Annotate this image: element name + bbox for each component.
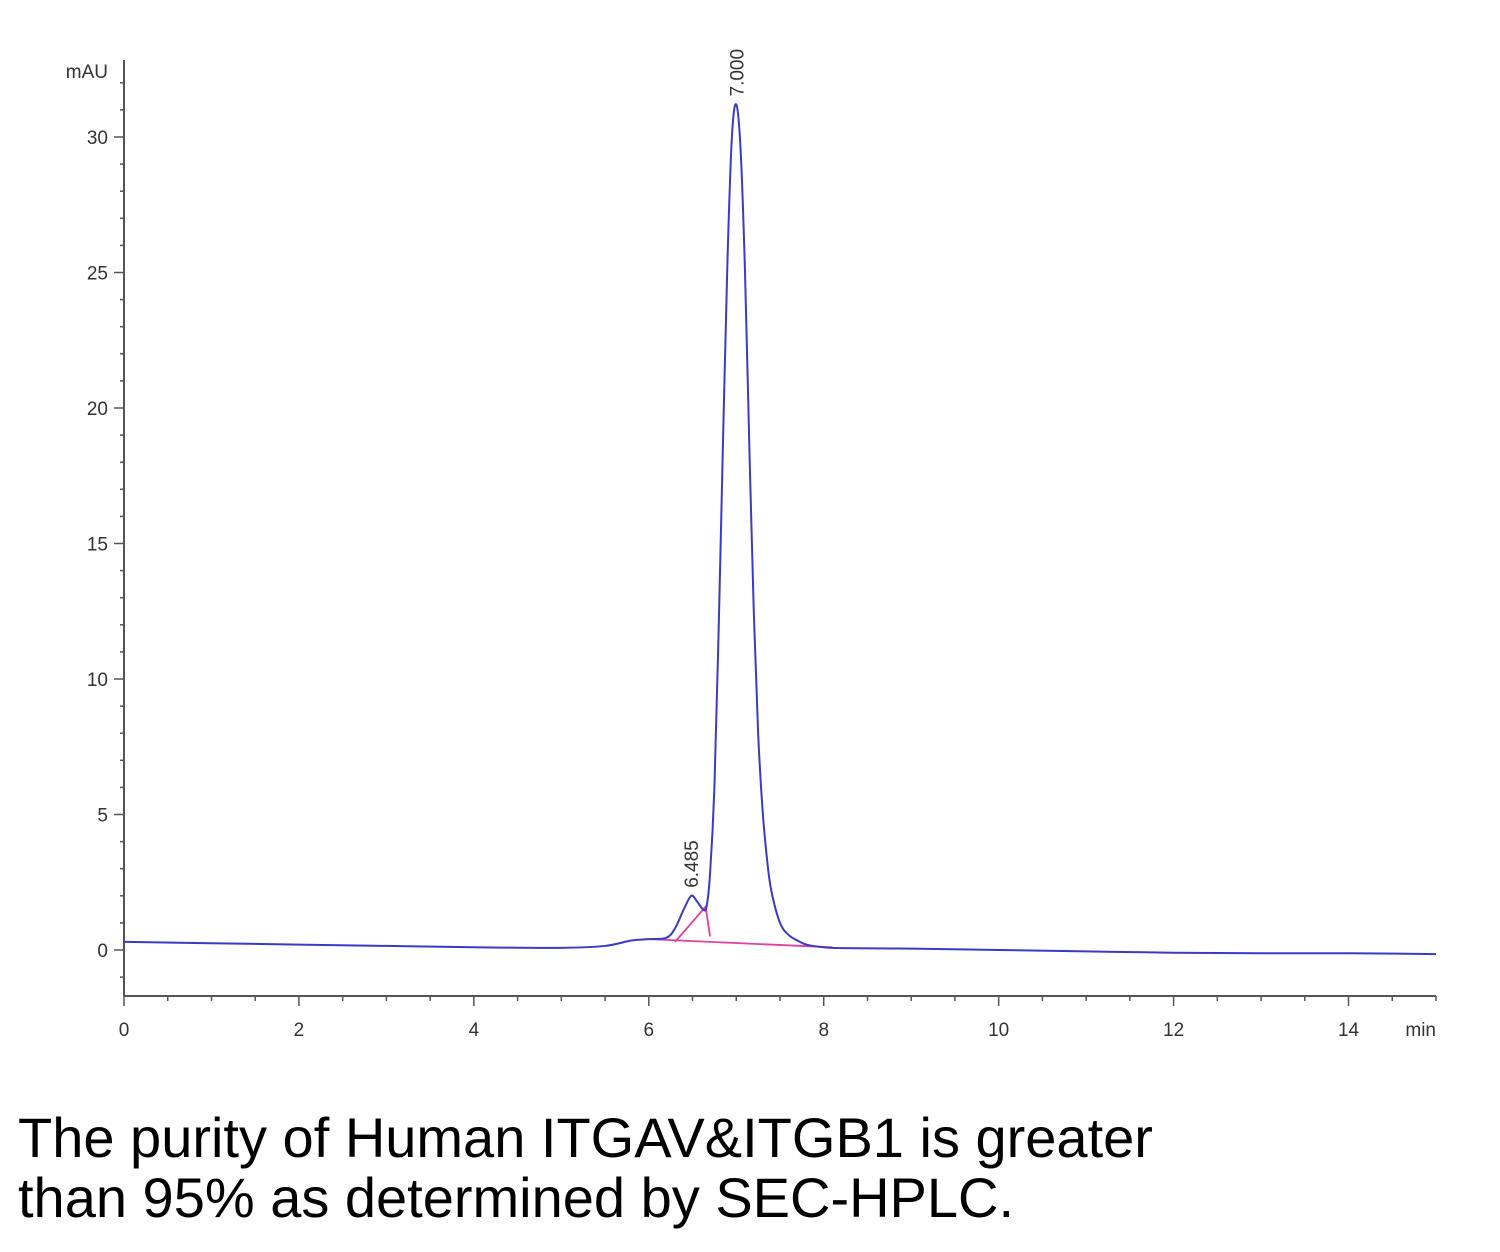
chromatogram-chart: 0 5 10 15 20 25 30 0 2 4 6 8 10 12 14 mAU min 6.485 7.000	[66, 49, 1437, 1041]
x-tick-label: 0	[119, 1020, 130, 1041]
chromatogram-trace	[123, 103, 1437, 956]
axes	[123, 60, 1436, 997]
baseline-segment	[674, 904, 711, 943]
y-tick-label: 5	[97, 806, 108, 827]
peak-annotations: 6.485 7.000	[682, 49, 748, 888]
x-tick-label: 4	[469, 1020, 480, 1041]
y-unit-label: mAU	[66, 62, 108, 83]
y-tick-label: 25	[87, 264, 108, 285]
x-tick-label: 12	[1163, 1020, 1184, 1041]
caption-line-2: than 95% as determined by SEC-HPLC.	[18, 1166, 1015, 1229]
ticks: 0 5 10 15 20 25 30 0 2 4 6 8 10 12 14 mAU min	[66, 62, 1437, 1041]
caption-line-1: The purity of Human ITGAV&ITGB1 is great…	[18, 1106, 1153, 1169]
x-tick-label: 2	[294, 1020, 305, 1041]
y-tick-label: 20	[87, 399, 108, 420]
figure-caption: The purity of Human ITGAV&ITGB1 is great…	[18, 1108, 1478, 1228]
x-tick-label: 14	[1338, 1020, 1360, 1041]
peak-label: 6.485	[682, 840, 703, 888]
x-unit-label: min	[1405, 1020, 1436, 1041]
y-tick-label: 0	[97, 941, 108, 962]
y-tick-label: 15	[87, 535, 108, 556]
series-group	[123, 103, 1437, 956]
y-tick-label: 30	[87, 128, 108, 149]
y-tick-label: 10	[87, 670, 108, 691]
x-tick-label: 10	[988, 1020, 1009, 1041]
baseline-segment	[648, 938, 833, 949]
x-tick-label: 8	[818, 1020, 829, 1041]
peak-label: 7.000	[727, 49, 748, 97]
x-tick-label: 6	[644, 1020, 655, 1041]
